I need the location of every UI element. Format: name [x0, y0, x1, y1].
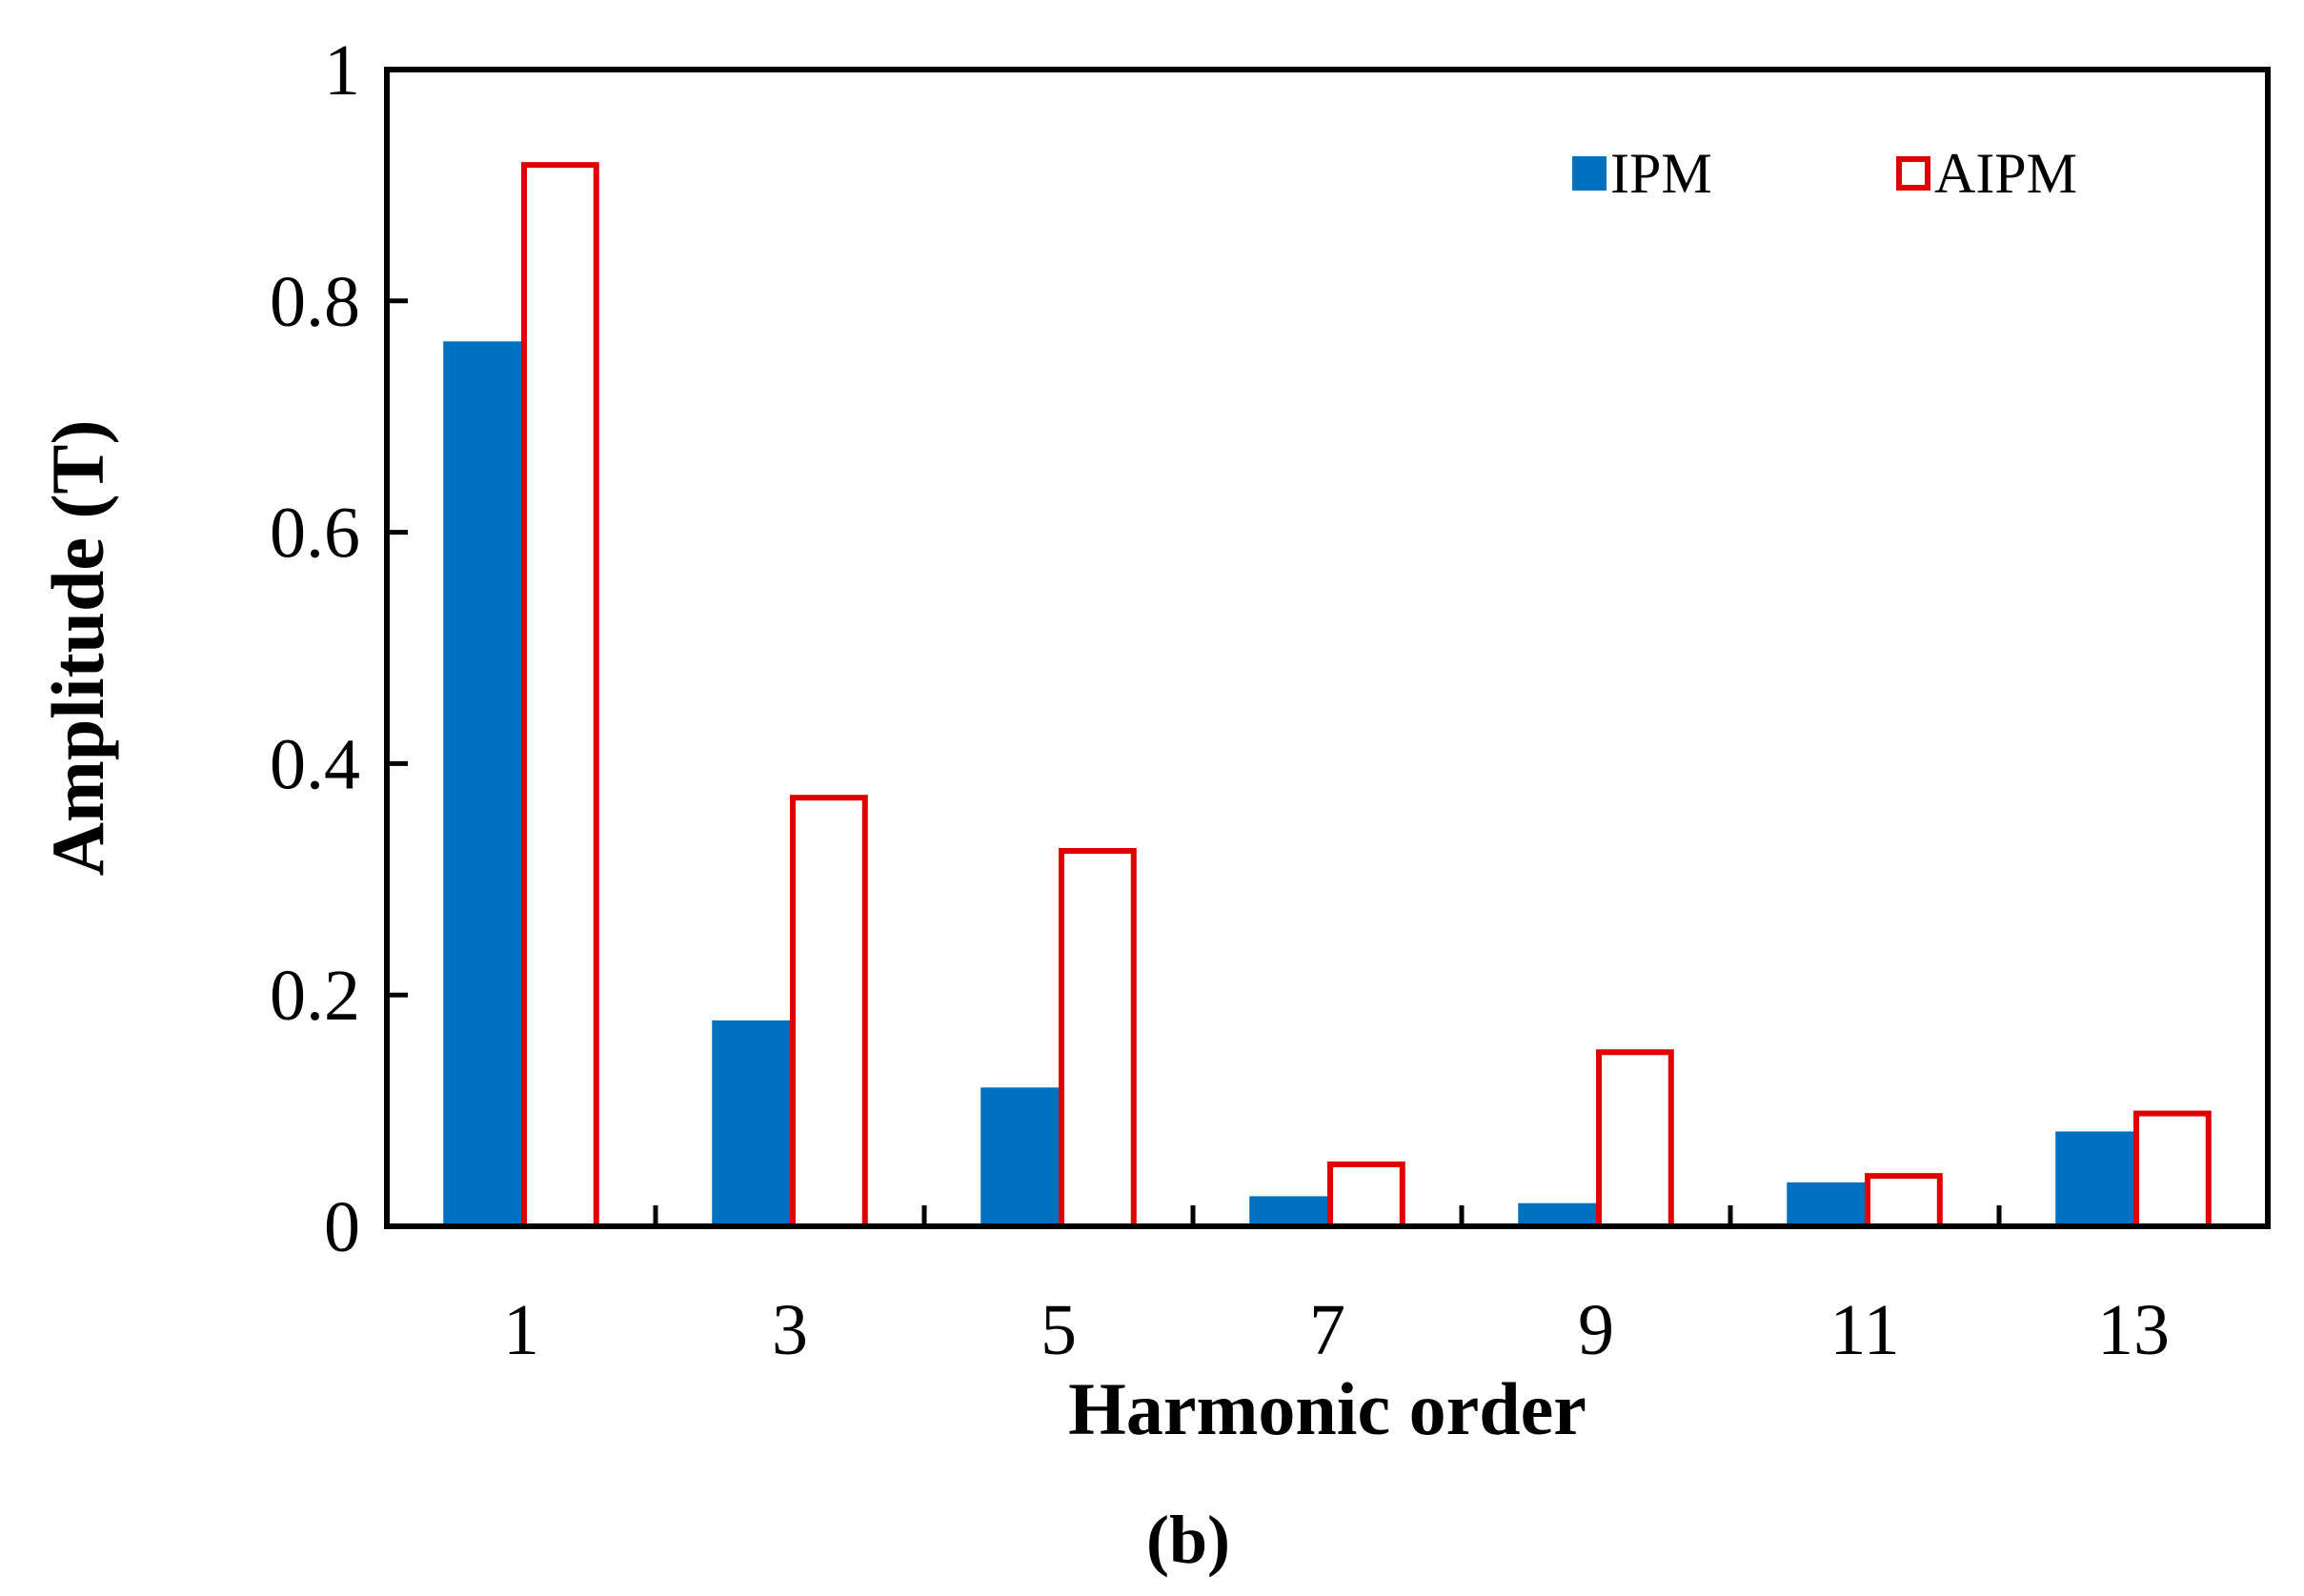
x-tick-label-1: 1: [503, 1290, 539, 1370]
x-tick-label-13: 13: [2097, 1290, 2170, 1370]
bar-ipm-7: [1249, 1196, 1327, 1226]
legend-swatch-ipm: [1572, 156, 1607, 191]
bar-aipm-5: [1059, 848, 1137, 1229]
y-tick-label-0.6: 0.6: [270, 494, 360, 574]
bar-aipm-13: [2133, 1110, 2212, 1229]
legend-label-ipm: IPM: [1610, 142, 1712, 205]
y-tick-label-0: 0: [324, 1187, 360, 1267]
legend-item-ipm: IPM: [1572, 142, 1712, 205]
legend-label-aipm: AIPM: [1934, 142, 2077, 205]
x-tick-label-11: 11: [1829, 1290, 1899, 1370]
bar-aipm-1: [521, 162, 599, 1229]
bar-aipm-11: [1865, 1173, 1943, 1230]
ticks-layer: [387, 298, 2002, 1226]
x-tick-label-9: 9: [1578, 1290, 1614, 1370]
figure-caption: (b): [1146, 1502, 1230, 1578]
bar-aipm-7: [1327, 1162, 1405, 1229]
bar-ipm-3: [712, 1020, 790, 1226]
x-axis-title: Harmonic order: [1068, 1367, 1587, 1450]
y-tick-label-0.8: 0.8: [270, 262, 360, 342]
bars-layer: [443, 162, 2212, 1230]
bar-ipm-13: [2055, 1131, 2133, 1226]
bar-aipm-3: [790, 795, 868, 1229]
y-tick-label-0.4: 0.4: [270, 724, 360, 804]
bar-ipm-5: [980, 1087, 1059, 1226]
plot-frame: [384, 67, 2271, 1229]
bar-ipm-11: [1787, 1182, 1865, 1226]
x-tick-label-5: 5: [1041, 1290, 1077, 1370]
legend-swatch-aipm: [1896, 156, 1930, 191]
bar-aipm-9: [1596, 1049, 1674, 1230]
bar-ipm-9: [1518, 1202, 1596, 1226]
legend: IPM AIPM: [1572, 142, 2077, 205]
y-axis-title: Amplitude (T): [36, 420, 119, 877]
x-tick-label-3: 3: [772, 1290, 808, 1370]
x-tick-label-7: 7: [1309, 1290, 1345, 1370]
bar-ipm-1: [443, 341, 521, 1226]
y-tick-label-1: 1: [324, 30, 360, 111]
y-tick-label-0.2: 0.2: [270, 956, 360, 1036]
legend-item-aipm: AIPM: [1896, 142, 2077, 205]
